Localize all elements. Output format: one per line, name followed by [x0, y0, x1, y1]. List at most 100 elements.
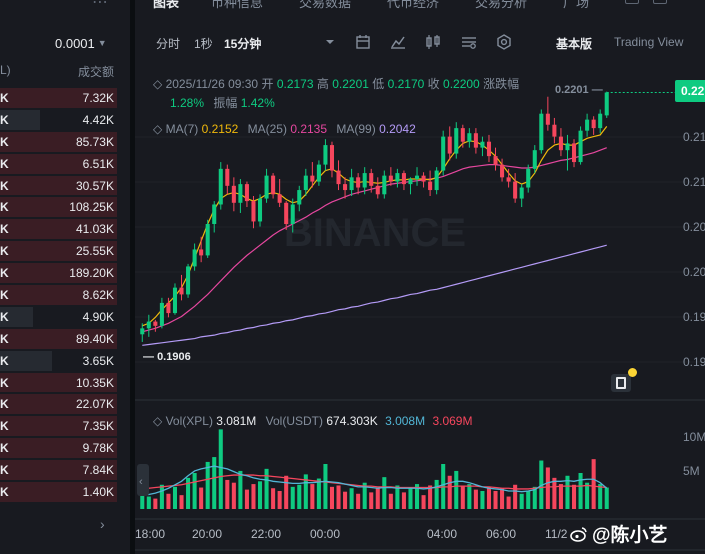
volume-bar[interactable]: [414, 484, 420, 509]
candle-body[interactable]: [362, 173, 367, 188]
indicators-icon[interactable]: [460, 33, 478, 51]
candle-body[interactable]: [434, 170, 439, 191]
tab-chart[interactable]: 图表: [153, 0, 180, 10]
candle-body[interactable]: [408, 179, 413, 185]
candle-body[interactable]: [140, 328, 145, 335]
candle-body[interactable]: [349, 177, 354, 191]
volume-bar[interactable]: [271, 488, 276, 509]
volume-bar[interactable]: [284, 475, 289, 509]
candle-body[interactable]: [257, 198, 263, 222]
candle-body[interactable]: [271, 175, 276, 195]
volume-bar[interactable]: [316, 478, 321, 509]
candle-body[interactable]: [480, 141, 485, 148]
candle-body[interactable]: [571, 143, 577, 163]
candle-body[interactable]: [284, 202, 289, 224]
order-book-row[interactable]: K 41.03K: [0, 218, 130, 240]
volume-bar[interactable]: [558, 484, 563, 509]
volume-bar[interactable]: [571, 484, 577, 509]
order-book-row[interactable]: K 7.35K: [0, 415, 130, 437]
order-book-row[interactable]: K 9.78K: [0, 437, 130, 459]
volume-bar[interactable]: [598, 484, 603, 509]
candle-body[interactable]: [310, 175, 315, 182]
volume-bar[interactable]: [585, 482, 590, 509]
candle-body[interactable]: [428, 181, 433, 191]
tab-tokenomics[interactable]: 代币经济: [387, 0, 440, 10]
candle-body[interactable]: [303, 175, 308, 191]
candle-body[interactable]: [552, 124, 557, 137]
candle-body[interactable]: [205, 224, 210, 256]
chevron-right-icon[interactable]: ›: [100, 516, 105, 532]
volume-bar[interactable]: [369, 492, 374, 509]
volume-bar[interactable]: [225, 479, 230, 509]
candle-body[interactable]: [382, 175, 387, 195]
timeframe-1s[interactable]: 1秒: [194, 37, 213, 51]
candle-body[interactable]: [277, 194, 282, 203]
candle-body[interactable]: [159, 302, 164, 326]
order-book-row[interactable]: K 7.32K: [0, 87, 130, 109]
volume-bar[interactable]: [473, 489, 478, 509]
order-book-row[interactable]: K 4.90K: [0, 306, 130, 328]
candle-body[interactable]: [401, 173, 406, 185]
candle-body[interactable]: [604, 92, 609, 116]
candle-body[interactable]: [441, 136, 446, 171]
volume-bar[interactable]: [277, 491, 282, 509]
candle-body[interactable]: [486, 141, 492, 157]
order-book-row[interactable]: K 7.84K: [0, 459, 130, 481]
timeframe-time-sharing[interactable]: 分时: [156, 37, 181, 51]
candle-body[interactable]: [166, 302, 171, 314]
volume-bar[interactable]: [388, 493, 393, 509]
candle-body[interactable]: [467, 133, 472, 142]
candle-body[interactable]: [558, 136, 563, 151]
volume-bar[interactable]: [159, 484, 164, 509]
candle-body[interactable]: [532, 150, 537, 169]
candle-body[interactable]: [323, 145, 328, 165]
volume-bar[interactable]: [218, 429, 223, 509]
order-book-row[interactable]: K 3.65K: [0, 350, 130, 372]
candle-body[interactable]: [218, 168, 223, 205]
collapse-legend-icon[interactable]: ◇: [153, 77, 163, 91]
price-alert-button[interactable]: [611, 368, 637, 392]
candle-body[interactable]: [343, 184, 348, 191]
candle-body[interactable]: [186, 266, 191, 295]
volume-bar[interactable]: [244, 489, 249, 509]
tab-trading-data[interactable]: 交易数据: [299, 0, 352, 10]
tab-coin-info[interactable]: 币种信息: [211, 0, 264, 10]
volume-bar[interactable]: [356, 493, 361, 509]
volume-bar[interactable]: [303, 474, 308, 509]
volume-bar[interactable]: [552, 477, 557, 509]
volume-bar[interactable]: [565, 475, 570, 509]
candle-body[interactable]: [526, 168, 531, 188]
volume-bar[interactable]: [140, 494, 145, 509]
volume-bar[interactable]: [238, 470, 243, 509]
order-book-row[interactable]: K 89.40K: [0, 328, 130, 350]
calendar-icon[interactable]: [354, 33, 372, 51]
candle-body[interactable]: [297, 190, 302, 205]
volume-bar[interactable]: [205, 461, 210, 509]
volume-bar[interactable]: [297, 484, 302, 509]
order-book-row[interactable]: K 108.25K: [0, 196, 130, 218]
settings-icon[interactable]: [495, 33, 513, 51]
volume-bar[interactable]: [526, 491, 531, 509]
view-tradingview-button[interactable]: Trading View: [614, 35, 684, 49]
candle-body[interactable]: [545, 113, 550, 125]
volume-bar[interactable]: [212, 457, 217, 509]
volume-bar[interactable]: [434, 479, 439, 509]
volume-bar[interactable]: [408, 488, 413, 509]
volume-bar[interactable]: [454, 470, 459, 509]
volume-bar[interactable]: [480, 491, 485, 509]
volume-bar[interactable]: [329, 486, 335, 509]
candle-body[interactable]: [192, 249, 197, 267]
volume-bar[interactable]: [460, 485, 465, 509]
candle-body[interactable]: [414, 175, 420, 180]
order-book-row[interactable]: K 25.55K: [0, 240, 130, 262]
candle-body[interactable]: [316, 164, 321, 182]
order-book-row[interactable]: K 1.40K: [0, 481, 130, 503]
candle-body[interactable]: [375, 185, 380, 195]
candle-body[interactable]: [153, 321, 158, 326]
line-chart-icon[interactable]: [389, 33, 407, 51]
candle-body[interactable]: [473, 133, 478, 148]
candle-body[interactable]: [539, 113, 544, 151]
volume-bar[interactable]: [231, 482, 236, 509]
volume-bar[interactable]: [486, 486, 492, 509]
volume-bar[interactable]: [506, 496, 511, 509]
